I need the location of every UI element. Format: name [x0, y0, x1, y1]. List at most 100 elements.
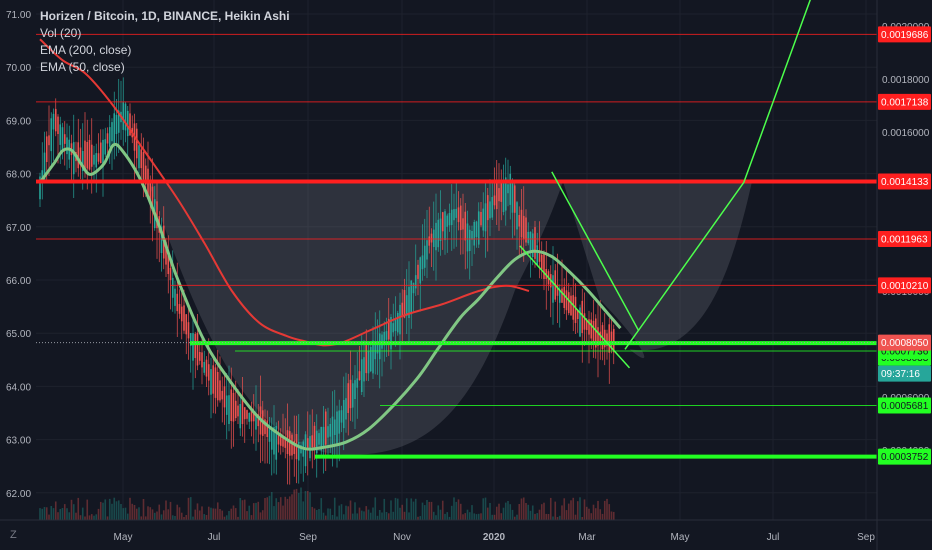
candle-body	[565, 290, 568, 311]
volume-bar	[572, 497, 575, 520]
candle-body	[448, 213, 451, 226]
candle-body	[111, 122, 113, 142]
ema-200-line	[39, 38, 530, 347]
candle-body	[237, 405, 239, 417]
candle-body	[167, 252, 170, 274]
volume-bar	[66, 508, 68, 520]
volume-bar	[45, 507, 48, 520]
candle-body	[223, 386, 226, 408]
candle-body	[194, 333, 197, 358]
candle-body	[426, 240, 428, 260]
volume-bar	[70, 499, 73, 520]
candle-body	[48, 135, 50, 146]
candle-body	[603, 329, 606, 348]
volume-bar	[419, 516, 422, 520]
candle-body	[394, 319, 397, 331]
volume-bar	[230, 508, 233, 520]
candle-body	[441, 212, 444, 232]
volume-bar	[421, 502, 424, 520]
legend-vol[interactable]: Vol (20)	[40, 26, 82, 40]
legend-title[interactable]: Horizen / Bitcoin, 1D, BINANCE, Heikin A…	[40, 9, 290, 23]
volume-bar	[394, 497, 397, 520]
level-price-badge: 0.0014133	[878, 173, 931, 190]
candle-body	[428, 236, 431, 246]
candle-body	[417, 264, 419, 279]
volume-bar	[363, 511, 365, 520]
volume-bar	[207, 506, 210, 520]
volume-bar	[383, 498, 386, 520]
level-price-badge: 0.0019686	[878, 26, 931, 43]
volume-bar	[216, 502, 219, 520]
candle-body	[250, 409, 253, 422]
candle-body	[43, 152, 46, 181]
volume-bar	[529, 510, 532, 520]
price-badge-bg	[878, 397, 931, 414]
volume-bar	[318, 509, 320, 520]
volume-bar	[333, 497, 336, 520]
volume-bar	[347, 506, 350, 520]
candle-body	[81, 151, 84, 172]
candle-body	[122, 102, 125, 130]
candle-body	[255, 413, 257, 430]
candle-body	[435, 222, 437, 251]
candle-body	[437, 219, 440, 248]
candle-body	[246, 410, 248, 419]
price-badge-bg	[878, 334, 931, 351]
candle-body	[99, 142, 102, 164]
volume-bar	[381, 512, 383, 520]
candle-body	[239, 404, 242, 429]
price-badge-text: 0.0011963	[881, 234, 928, 245]
candle-body	[88, 140, 91, 170]
volume-bar	[376, 515, 379, 520]
level-price-badge: 0.0003752	[878, 448, 931, 465]
volume-bar	[453, 497, 455, 520]
candle-body	[174, 288, 176, 306]
left-axis-tick: 69.00	[6, 116, 31, 127]
candle-body	[594, 318, 597, 348]
candle-body	[592, 320, 595, 342]
volume-bar	[462, 514, 464, 520]
volume-bar	[446, 512, 449, 520]
volume-bar	[527, 504, 530, 520]
volume-bar	[259, 512, 262, 520]
candle-body	[563, 286, 566, 308]
volume-bar	[450, 505, 453, 520]
volume-bar	[97, 508, 100, 520]
volume-bar	[68, 512, 71, 520]
candle-body	[313, 425, 316, 451]
volume-bar	[574, 514, 577, 520]
candle-body	[374, 343, 377, 360]
legend-ema200[interactable]: EMA (200, close)	[40, 43, 132, 57]
legend-ema50[interactable]: EMA (50, close)	[40, 60, 125, 74]
volume-bar	[525, 503, 527, 520]
volume-bar	[498, 503, 500, 520]
volume-bar	[540, 504, 543, 520]
volume-bar	[75, 512, 77, 520]
volume-bar	[57, 512, 59, 520]
volume-bar	[320, 498, 323, 520]
candle-body	[140, 149, 143, 169]
candle-body	[135, 128, 138, 159]
candle-body	[84, 140, 86, 170]
candle-body	[525, 217, 527, 243]
candle-body	[165, 241, 167, 265]
candle-body	[556, 284, 559, 296]
candle-body	[291, 434, 293, 456]
volume-bar	[354, 502, 356, 520]
volume-bar	[93, 515, 95, 520]
volume-bar	[201, 506, 203, 520]
candle-body	[306, 438, 309, 450]
grid-lines	[36, 0, 877, 520]
volume-bar	[558, 515, 561, 520]
left-axis-tick: 63.00	[6, 436, 31, 447]
candle-body	[360, 359, 363, 392]
volume-bar	[581, 517, 584, 520]
volume-bar	[295, 488, 298, 520]
x-axis-tick: Jul	[767, 532, 780, 543]
candle-body	[588, 319, 590, 335]
candle-body	[347, 383, 350, 413]
volume-bar	[502, 507, 505, 520]
candle-body	[356, 378, 359, 388]
volume-bar	[387, 513, 390, 520]
